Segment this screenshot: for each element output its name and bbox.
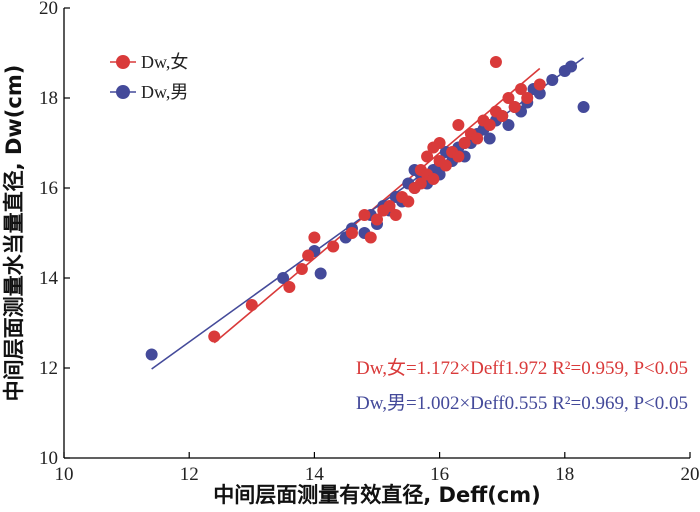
data-point-0 — [302, 249, 315, 262]
data-point-0 — [489, 56, 502, 68]
data-point-0 — [383, 200, 396, 212]
data-point-0 — [208, 330, 221, 343]
data-point-0 — [283, 281, 296, 293]
equation-1: Dw,男=1.002×Deff0.555 R²=0.969, P<0.05 — [356, 393, 688, 414]
data-point-0 — [364, 231, 377, 244]
data-point-0 — [295, 263, 308, 275]
data-point-0 — [245, 299, 258, 311]
data-point-1 — [546, 74, 559, 86]
x-tick-label: 10 — [55, 464, 74, 485]
legend-label-0: Dw,女 — [141, 52, 188, 72]
data-point-0 — [421, 150, 434, 163]
legend-marker-1 — [116, 85, 130, 99]
y-tick-label: 16 — [39, 178, 58, 199]
y-tick-label: 10 — [39, 448, 58, 469]
data-point-0 — [452, 119, 465, 131]
data-point-0 — [439, 159, 452, 172]
y-tick-label: 18 — [39, 88, 58, 109]
data-point-0 — [358, 209, 371, 221]
data-point-1 — [145, 348, 158, 361]
data-point-0 — [308, 231, 321, 244]
equations: Dw,女=1.172×Deff1.972 R²=0.959, P<0.05 Dw,… — [356, 357, 688, 414]
equation-0: Dw,女=1.172×Deff1.972 R²=0.959, P<0.05 — [356, 357, 688, 379]
data-point-0 — [533, 78, 546, 91]
x-tick-label: 20 — [681, 464, 700, 485]
axis-labels: 中间层面测量有效直径, Deff(cm) 中间层面测量水当量直径, Dw(cm) — [2, 65, 541, 507]
data-point-0 — [371, 213, 383, 226]
tick-marks: 10 12 14 16 18 20 10 12 14 16 18 20 — [39, 0, 700, 485]
x-tick-label: 18 — [555, 464, 574, 485]
data-point-0 — [452, 150, 465, 163]
data-point-0 — [496, 110, 509, 122]
data-points — [145, 56, 590, 361]
data-point-0 — [508, 101, 521, 113]
data-point-0 — [389, 209, 402, 221]
data-point-1 — [314, 267, 327, 280]
data-point-0 — [514, 83, 527, 95]
y-tick-label: 20 — [39, 0, 58, 19]
data-point-0 — [471, 132, 484, 145]
axes — [63, 8, 690, 459]
data-point-0 — [458, 137, 471, 149]
data-point-0 — [327, 240, 340, 253]
data-point-1 — [483, 132, 496, 145]
data-point-0 — [414, 177, 427, 190]
data-point-0 — [521, 92, 534, 104]
fit-line-0 — [213, 67, 541, 344]
legend-label-1: Dw,男 — [141, 82, 188, 102]
x-tick-label: 12 — [180, 464, 199, 485]
x-tick-label: 14 — [305, 464, 325, 485]
data-point-1 — [533, 87, 546, 100]
data-point-0 — [427, 141, 440, 154]
data-point-0 — [402, 195, 415, 208]
y-tick-label: 14 — [39, 268, 59, 289]
data-point-0 — [483, 119, 496, 131]
data-point-0 — [502, 92, 515, 104]
data-point-0 — [345, 227, 358, 239]
y-tick-label: 12 — [39, 358, 58, 379]
data-point-1 — [565, 60, 578, 73]
x-tick-label: 16 — [430, 464, 449, 485]
legend: Dw,女 Dw,男 — [110, 52, 188, 102]
data-point-1 — [502, 119, 515, 131]
data-point-1 — [277, 272, 290, 284]
legend-marker-0 — [116, 55, 130, 69]
data-point-0 — [427, 173, 440, 185]
y-axis-title: 中间层面测量水当量直径, Dw(cm) — [2, 65, 26, 402]
data-point-1 — [577, 101, 590, 113]
x-axis-title: 中间层面测量有效直径, Deff(cm) — [213, 483, 541, 507]
